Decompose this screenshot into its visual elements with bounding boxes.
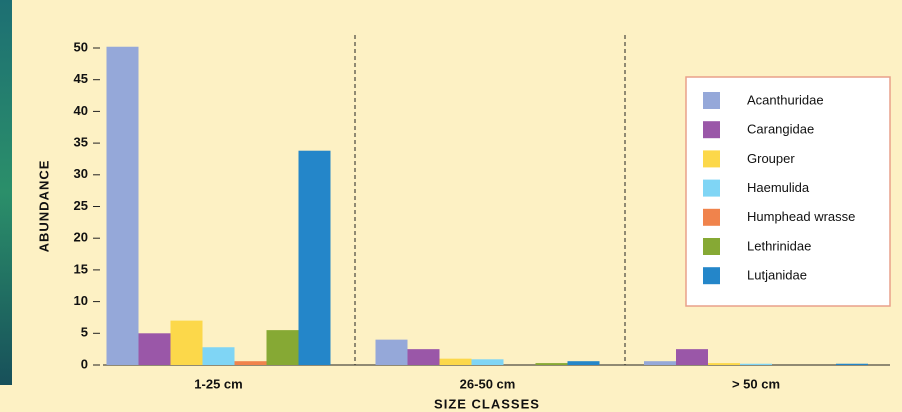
y-tick-label: 10 — [74, 293, 88, 308]
x-tick-label: > 50 cm — [732, 376, 780, 391]
legend-swatch — [703, 267, 720, 285]
bar — [644, 361, 676, 365]
bar — [138, 333, 171, 365]
legend-label: Acanthuridae — [747, 92, 824, 107]
bar — [836, 363, 868, 365]
bar — [535, 363, 568, 365]
bar — [567, 361, 600, 365]
bar — [106, 46, 139, 366]
bar — [439, 358, 472, 365]
y-tick-label: 0 — [81, 356, 88, 371]
bar — [202, 347, 235, 365]
x-tick-label: 26-50 cm — [460, 376, 516, 391]
y-axis-label: ABUNDANCE — [36, 160, 51, 253]
legend-label: Grouper — [747, 151, 795, 166]
legend-label: Haemulida — [747, 180, 810, 195]
y-tick-label: 5 — [81, 325, 88, 340]
y-tick-label: 45 — [74, 71, 88, 86]
legend-swatch — [703, 238, 720, 255]
legend-swatch — [703, 92, 720, 109]
bar — [375, 339, 408, 365]
bar — [407, 349, 440, 365]
photo-edge — [0, 0, 12, 385]
x-axis-label: SIZE CLASSES — [434, 396, 540, 411]
bar — [740, 363, 772, 365]
y-tick-label: 15 — [74, 261, 88, 276]
y-tick-label: 40 — [74, 103, 88, 118]
legend-label: Lethrinidae — [747, 238, 811, 253]
legend-label: Lutjanidae — [747, 268, 807, 283]
y-tick-label: 20 — [74, 230, 88, 245]
bar — [234, 361, 267, 365]
y-tick-label: 35 — [74, 135, 88, 150]
legend-swatch — [703, 208, 720, 226]
x-tick-label: 1-25 cm — [194, 376, 242, 391]
legend-label: Carangidae — [747, 122, 814, 137]
bar — [298, 150, 331, 365]
bar — [471, 359, 504, 365]
legend-swatch — [703, 179, 720, 197]
y-tick-label: 30 — [74, 166, 88, 181]
legend-label: Humphead wrasse — [747, 209, 855, 224]
bar — [676, 349, 708, 365]
legend-swatch — [703, 121, 720, 139]
bar — [708, 363, 740, 365]
bar — [266, 330, 299, 365]
bar — [170, 320, 203, 365]
y-tick-label: 25 — [74, 198, 88, 213]
y-tick-label: 50 — [74, 39, 88, 54]
legend-swatch — [703, 150, 720, 168]
